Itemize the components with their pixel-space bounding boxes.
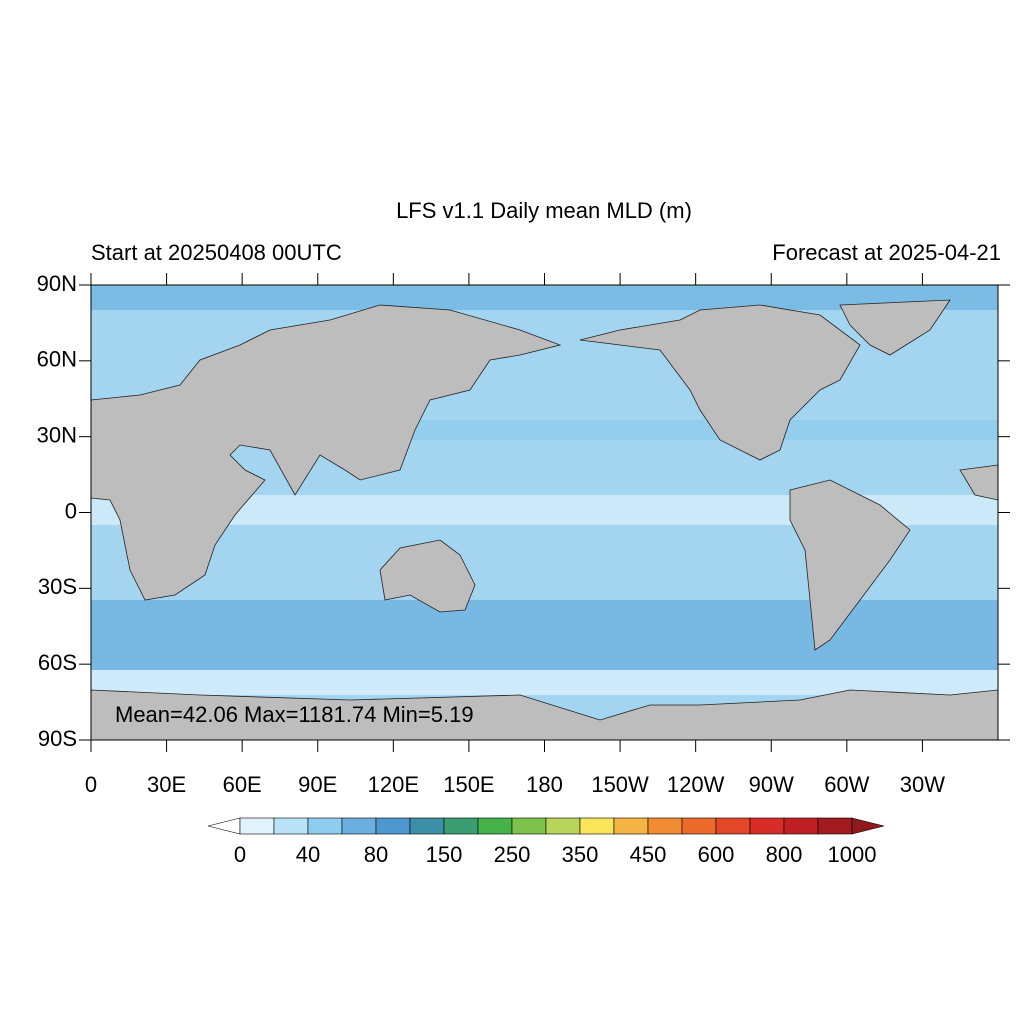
- x-tick-label: 120W: [667, 772, 725, 797]
- colorbar-box: [647, 817, 683, 835]
- antarctica: [91, 689, 998, 740]
- colorbar-box: [375, 817, 411, 835]
- colorbar-label: 150: [426, 842, 463, 867]
- colorbar-box: [477, 817, 513, 835]
- x-tick-label: 60E: [223, 772, 262, 797]
- colorbar-label: 0: [234, 842, 246, 867]
- title: LFS v1.1 Daily mean MLD (m): [396, 198, 692, 223]
- y-tick-label: 0: [65, 498, 77, 523]
- colorbar-box: [613, 817, 649, 835]
- y-tick-label: 90N: [37, 271, 77, 296]
- colorbar-box: [239, 817, 275, 835]
- colorbar-box: [409, 817, 445, 835]
- x-tick-label: 180: [526, 772, 563, 797]
- colorbar-box: [273, 817, 309, 835]
- colorbar-box: [749, 817, 785, 835]
- eurasia-africa: [91, 304, 562, 601]
- south-america: [789, 479, 911, 651]
- africa-west: [959, 464, 998, 501]
- x-tick-label: 30W: [900, 772, 945, 797]
- y-tick-label: 30S: [38, 574, 77, 599]
- x-tick-label: 0: [85, 772, 97, 797]
- greenland: [839, 299, 951, 356]
- colorbar-label: 600: [698, 842, 735, 867]
- colorbar-box: [681, 817, 717, 835]
- y-tick-label: 90S: [38, 726, 77, 751]
- colorbar-box: [715, 817, 751, 835]
- x-tick-label: 90W: [749, 772, 794, 797]
- colorbar-under: [207, 817, 241, 835]
- colorbar-label: 1000: [828, 842, 877, 867]
- colorbar-box: [579, 817, 615, 835]
- colorbar-over: [851, 817, 885, 835]
- x-tick-label: 60W: [824, 772, 869, 797]
- x-tick-label: 120E: [368, 772, 419, 797]
- map-area: [91, 285, 998, 740]
- left-subtitle: Start at 20250408 00UTC: [91, 240, 342, 265]
- colorbar-label: 80: [364, 842, 388, 867]
- x-tick-label: 150E: [443, 772, 494, 797]
- right-subtitle: Forecast at 2025-04-21: [772, 240, 1001, 265]
- colorbar-label: 800: [766, 842, 803, 867]
- colorbar-label: 350: [562, 842, 599, 867]
- colorbar-label: 450: [630, 842, 667, 867]
- y-tick-label: 60S: [38, 650, 77, 675]
- x-tick-label: 150W: [591, 772, 649, 797]
- colorbar-label: 250: [494, 842, 531, 867]
- stats: Mean=42.06 Max=1181.74 Min=5.19: [115, 702, 474, 727]
- australia: [379, 539, 476, 613]
- colorbar-box: [511, 817, 547, 835]
- colorbar-box: [817, 817, 853, 835]
- north-america: [579, 304, 861, 461]
- colorbar-box: [545, 817, 581, 835]
- ocean-band: [91, 600, 998, 670]
- x-tick-label: 30E: [147, 772, 186, 797]
- colorbar-box: [783, 817, 819, 835]
- colorbar-label: 40: [296, 842, 320, 867]
- y-tick-label: 60N: [37, 347, 77, 372]
- y-tick-label: 30N: [37, 422, 77, 447]
- x-tick-label: 90E: [298, 772, 337, 797]
- colorbar-box: [443, 817, 479, 835]
- colorbar-box: [307, 817, 343, 835]
- colorbar-box: [341, 817, 377, 835]
